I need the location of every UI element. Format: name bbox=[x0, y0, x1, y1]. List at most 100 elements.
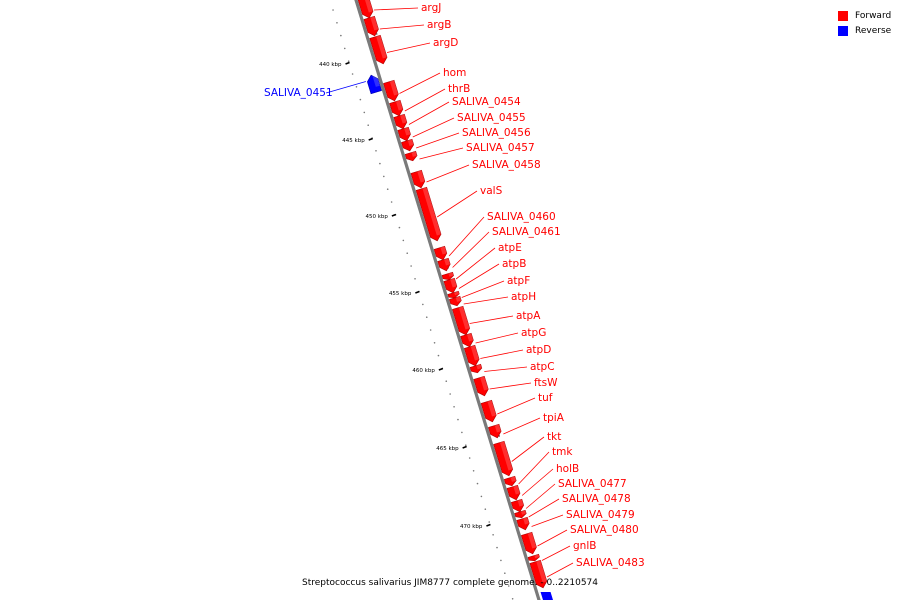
gene-label-saliva-0451[interactable]: SALIVA_0451 bbox=[264, 87, 333, 99]
gene-saliva-0483[interactable] bbox=[529, 559, 548, 589]
gene-shape-gnlb[interactable] bbox=[527, 553, 540, 562]
gene-shape-atpc[interactable] bbox=[469, 363, 483, 374]
gene-label-atpa[interactable]: atpA bbox=[516, 310, 541, 322]
gene-shape-tpia[interactable] bbox=[488, 423, 502, 439]
gene-saliva-0454[interactable] bbox=[393, 113, 408, 130]
gene-saliva-0480[interactable] bbox=[521, 531, 537, 555]
gene-label-argd[interactable]: argD bbox=[433, 37, 458, 49]
gene-label-atpf[interactable]: atpF bbox=[507, 275, 530, 287]
gene-shape-saliva-0477[interactable] bbox=[510, 498, 525, 513]
gene-vals[interactable] bbox=[415, 186, 442, 242]
gene-saliva-0457[interactable] bbox=[404, 150, 418, 162]
gene-atpb[interactable] bbox=[443, 277, 458, 294]
gene-label-argj[interactable]: argJ bbox=[421, 2, 441, 14]
gene-shape-saliva-0461[interactable] bbox=[437, 257, 451, 272]
gene-saliva-0478[interactable] bbox=[514, 509, 527, 519]
gene-label-saliva-0456[interactable]: SALIVA_0456 bbox=[462, 127, 531, 139]
gene-label-saliva-0483[interactable]: SALIVA_0483 bbox=[576, 557, 645, 569]
gene-label-saliva-0460[interactable]: SALIVA_0460 bbox=[487, 211, 556, 223]
gene-label-saliva-0478[interactable]: SALIVA_0478 bbox=[562, 493, 631, 505]
gene-label-vals[interactable]: valS bbox=[480, 185, 503, 197]
gene-saliva-0460[interactable] bbox=[433, 245, 448, 261]
gene-atpe[interactable] bbox=[441, 271, 454, 281]
gene-hom[interactable] bbox=[383, 79, 399, 102]
gene-saliva-0455[interactable] bbox=[397, 126, 411, 142]
gene-shape-argd[interactable] bbox=[369, 34, 388, 65]
gene-argb[interactable] bbox=[363, 15, 379, 37]
gene-label-holb[interactable]: holB bbox=[556, 463, 579, 475]
gene-tkt[interactable] bbox=[493, 440, 514, 477]
gene-label-tpia[interactable]: tpiA bbox=[543, 412, 565, 424]
gene-shape-tkt[interactable] bbox=[493, 440, 514, 477]
gene-saliva-0456[interactable] bbox=[401, 138, 415, 152]
gene-shape-saliva-0454[interactable] bbox=[393, 113, 408, 130]
gene-atpa[interactable] bbox=[452, 305, 471, 336]
gene-shape-argj[interactable] bbox=[357, 0, 374, 19]
gene-shape-atph[interactable] bbox=[449, 295, 462, 307]
gene-saliva-0461[interactable] bbox=[437, 257, 451, 272]
gene-label-hom[interactable]: hom bbox=[443, 67, 466, 79]
gene-shape-atpf[interactable] bbox=[447, 290, 460, 299]
gene-shape-saliva-0460[interactable] bbox=[433, 245, 448, 261]
gene-label-tkt[interactable]: tkt bbox=[547, 431, 561, 443]
gene-atpc[interactable] bbox=[469, 363, 483, 374]
gene-label-saliva-0477[interactable]: SALIVA_0477 bbox=[558, 478, 627, 490]
gene-shape-holb[interactable] bbox=[506, 484, 521, 501]
gene-label-gnlb[interactable]: gnlB bbox=[573, 540, 596, 552]
gene-shape-ftsw[interactable] bbox=[473, 375, 489, 397]
gene-atpg[interactable] bbox=[460, 332, 474, 348]
gene-shape-atpg[interactable] bbox=[460, 332, 474, 348]
gene-label-atpg[interactable]: atpG bbox=[521, 327, 546, 339]
gene-shape-saliva-0479[interactable] bbox=[516, 516, 530, 531]
gene-saliva-0479[interactable] bbox=[516, 516, 530, 531]
gene-label-saliva-0479[interactable]: SALIVA_0479 bbox=[566, 509, 635, 521]
gene-saliva-0451[interactable] bbox=[367, 73, 382, 95]
gene-partial-bottom[interactable] bbox=[540, 592, 553, 600]
gene-shape-tmk[interactable] bbox=[503, 475, 517, 487]
gene-atpd[interactable] bbox=[463, 344, 480, 367]
gene-saliva-0458[interactable] bbox=[410, 169, 426, 189]
gene-label-saliva-0480[interactable]: SALIVA_0480 bbox=[570, 524, 639, 536]
gene-ftsw[interactable] bbox=[473, 375, 489, 397]
gene-shape-saliva-0457[interactable] bbox=[404, 150, 418, 162]
gene-argj[interactable] bbox=[357, 0, 374, 19]
gene-label-tmk[interactable]: tmk bbox=[552, 446, 573, 458]
gene-shape-saliva-0458[interactable] bbox=[410, 169, 426, 189]
gene-shape-saliva-0455[interactable] bbox=[397, 126, 411, 142]
gene-shape-saliva-0456[interactable] bbox=[401, 138, 415, 152]
gene-atph[interactable] bbox=[449, 295, 462, 307]
gene-label-atpb[interactable]: atpB bbox=[502, 258, 526, 270]
gene-shape-argb[interactable] bbox=[363, 15, 379, 37]
gene-label-atph[interactable]: atpH bbox=[511, 291, 536, 303]
gene-shape-saliva-0483[interactable] bbox=[529, 559, 548, 589]
gene-shape-saliva-0451[interactable] bbox=[367, 74, 382, 95]
gene-shape-atpd[interactable] bbox=[463, 344, 480, 367]
gene-atpf[interactable] bbox=[447, 290, 460, 299]
gene-shape-atpe[interactable] bbox=[441, 271, 454, 281]
gene-gnlb[interactable] bbox=[527, 553, 540, 562]
gene-shape-hom[interactable] bbox=[383, 79, 399, 102]
gene-label-tuf[interactable]: tuf bbox=[538, 392, 553, 404]
gene-holb[interactable] bbox=[506, 484, 521, 501]
gene-label-thrb[interactable]: thrB bbox=[448, 83, 470, 95]
gene-label-saliva-0454[interactable]: SALIVA_0454 bbox=[452, 96, 521, 108]
gene-shape-tuf[interactable] bbox=[480, 399, 497, 423]
gene-shape-saliva-0480[interactable] bbox=[521, 531, 537, 555]
gene-label-saliva-0455[interactable]: SALIVA_0455 bbox=[457, 112, 526, 124]
gene-shape-vals[interactable] bbox=[415, 186, 442, 242]
gene-label-argb[interactable]: argB bbox=[427, 19, 451, 31]
gene-tpia[interactable] bbox=[488, 423, 502, 439]
gene-argd[interactable] bbox=[369, 34, 388, 65]
gene-tuf[interactable] bbox=[480, 399, 497, 423]
gene-thrb[interactable] bbox=[389, 99, 404, 117]
gene-label-ftsw[interactable]: ftsW bbox=[534, 377, 558, 389]
gene-label-saliva-0457[interactable]: SALIVA_0457 bbox=[466, 142, 535, 154]
gene-label-saliva-0458[interactable]: SALIVA_0458 bbox=[472, 159, 541, 171]
gene-shape-atpb[interactable] bbox=[443, 277, 458, 294]
gene-shape-atpa[interactable] bbox=[452, 305, 471, 336]
gene-shape-thrb[interactable] bbox=[389, 99, 404, 117]
gene-label-atpe[interactable]: atpE bbox=[498, 242, 522, 254]
gene-saliva-0477[interactable] bbox=[510, 498, 525, 513]
gene-label-saliva-0461[interactable]: SALIVA_0461 bbox=[492, 226, 561, 238]
gene-label-atpd[interactable]: atpD bbox=[526, 344, 551, 356]
